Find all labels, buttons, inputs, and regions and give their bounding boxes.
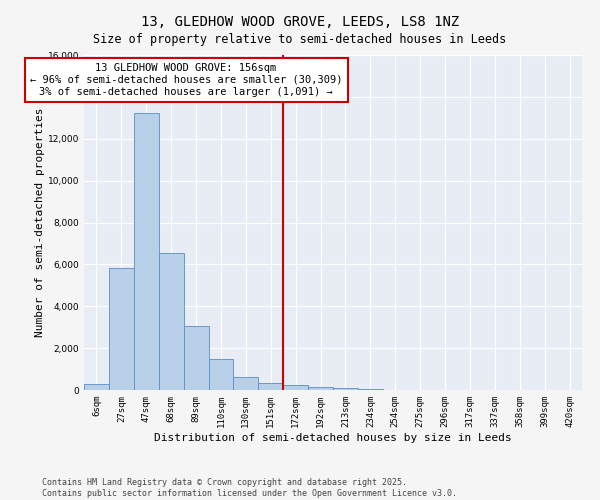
Bar (333, 388, 358, 390)
Y-axis label: Number of semi-detached properties: Number of semi-detached properties (35, 108, 45, 337)
Bar (159, 253, 184, 390)
Bar (233, 378, 259, 390)
Bar (209, 358, 233, 390)
Bar (358, 389, 383, 390)
Text: Size of property relative to semi-detached houses in Leeds: Size of property relative to semi-detach… (94, 32, 506, 46)
Text: 13 GLEDHOW WOOD GROVE: 156sqm
← 96% of semi-detached houses are smaller (30,309): 13 GLEDHOW WOOD GROVE: 156sqm ← 96% of s… (30, 64, 343, 96)
Bar (134, 112, 159, 390)
Bar (184, 326, 209, 390)
Bar (283, 385, 308, 390)
Bar (308, 388, 333, 390)
Bar (84, 384, 109, 390)
X-axis label: Distribution of semi-detached houses by size in Leeds: Distribution of semi-detached houses by … (154, 432, 512, 442)
Bar (109, 268, 134, 390)
Text: Contains HM Land Registry data © Crown copyright and database right 2025.
Contai: Contains HM Land Registry data © Crown c… (42, 478, 457, 498)
Bar (259, 382, 283, 390)
Text: 13, GLEDHOW WOOD GROVE, LEEDS, LS8 1NZ: 13, GLEDHOW WOOD GROVE, LEEDS, LS8 1NZ (141, 15, 459, 29)
